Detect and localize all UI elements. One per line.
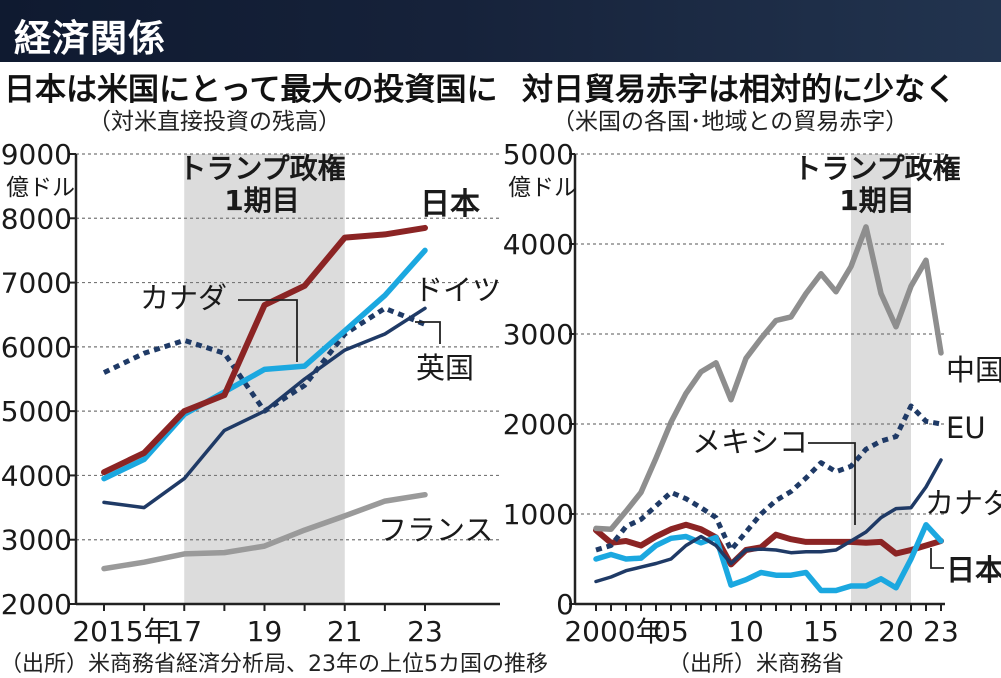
right-y-tick-label: 5000	[503, 138, 574, 171]
right-series-line-0	[593, 224, 944, 533]
right-shade-label: トランプ政権	[793, 152, 960, 185]
left-series-label-3: 英国	[416, 351, 474, 385]
left-chart-source: （出所）米商務省経済分析局、23年の上位5カ国の推移	[0, 652, 548, 677]
right-series-line-3	[593, 522, 944, 594]
left-series-line-4	[101, 491, 428, 572]
right-series-line-1	[595, 403, 942, 553]
left-y-tick-label: 2000	[1, 588, 72, 621]
left-y-tick-label: 6000	[1, 331, 72, 364]
left-y-tick-label: 8000	[1, 202, 72, 235]
left-chart: 2000 3000 4000 5000 6000 7000 8000 9000 億ドル 2015年…	[1, 138, 501, 648]
left-y-tick-label: 3000	[1, 524, 72, 557]
right-series-label-4: 日本	[946, 553, 1001, 587]
right-series-label-1: EU	[946, 411, 986, 445]
left-y-tick-label: 7000	[1, 267, 72, 300]
left-x-tick-label: 17	[166, 615, 202, 648]
right-y-tick-label: 4000	[503, 228, 574, 261]
right-shade-label-2: 1期目	[839, 184, 914, 217]
left-shade-label-2: 1期目	[224, 184, 299, 217]
right-series-label-2: メキシコ	[692, 425, 808, 459]
right-chart-title: 対日貿易赤字は相対的に少なく	[522, 72, 956, 108]
left-x-tick-label: 23	[407, 615, 443, 648]
right-y-tick-label: 2000	[503, 408, 574, 441]
left-x-tick-label: 21	[327, 615, 363, 648]
right-y-tick-label: 3000	[503, 318, 574, 351]
right-y-tick-label: 1000	[503, 498, 574, 531]
left-chart-title: 日本は米国にとって最大の投資国に	[4, 72, 498, 108]
left-series-leader-2	[238, 299, 298, 362]
header-title: 経済関係	[14, 17, 166, 60]
left-y-tick-label: 9000	[1, 138, 72, 171]
left-shade-label: トランプ政権	[178, 152, 345, 185]
right-x-tick-label: 2000年	[564, 615, 663, 648]
header-bar: 経済関係	[0, 0, 1001, 62]
right-series-line-2	[594, 458, 943, 584]
left-series-line-1	[101, 247, 428, 482]
right-y-axis-label: 億ドル	[508, 175, 577, 201]
right-chart-subtitle: （米国の各国･地域との貿易赤字）	[552, 109, 909, 135]
right-series-label-3: カナダ	[925, 486, 1001, 520]
left-series-label-4: フランス	[378, 513, 493, 547]
right-x-tick-label: 15	[803, 615, 839, 648]
left-y-axis-label: 億ドル	[6, 175, 75, 201]
left-y-tick-label: 4000	[1, 459, 72, 492]
right-y-tick-label: 0	[556, 588, 574, 621]
left-series-label-2: カナダ	[140, 281, 227, 315]
right-x-tick-label: 10	[728, 615, 764, 648]
left-series-line-0	[101, 224, 428, 476]
left-series-label-1: ドイツ	[414, 273, 501, 307]
right-x-tick-label: 20	[878, 615, 914, 648]
left-y-tick-label: 5000	[1, 395, 72, 428]
right-chart-source: （出所）米商務省	[668, 652, 845, 677]
right-series-leader-2	[808, 442, 856, 525]
right-series-leader-4	[930, 548, 944, 569]
right-series-line-4	[593, 521, 944, 568]
left-x-tick-label: 19	[247, 615, 283, 648]
left-series-leader-3	[415, 321, 441, 344]
left-x-tick-label: 2015年	[72, 615, 171, 648]
left-chart-subtitle: （対米直接投資の残高）	[88, 109, 341, 135]
right-series-label-0: 中国	[946, 353, 1001, 387]
right-x-tick-label: 23	[923, 615, 959, 648]
right-shade-period	[851, 154, 911, 604]
right-x-tick-label: 05	[653, 615, 689, 648]
left-series-label-0: 日本	[420, 187, 480, 222]
left-shade-period	[184, 154, 345, 604]
left-series-line-2	[102, 306, 427, 510]
